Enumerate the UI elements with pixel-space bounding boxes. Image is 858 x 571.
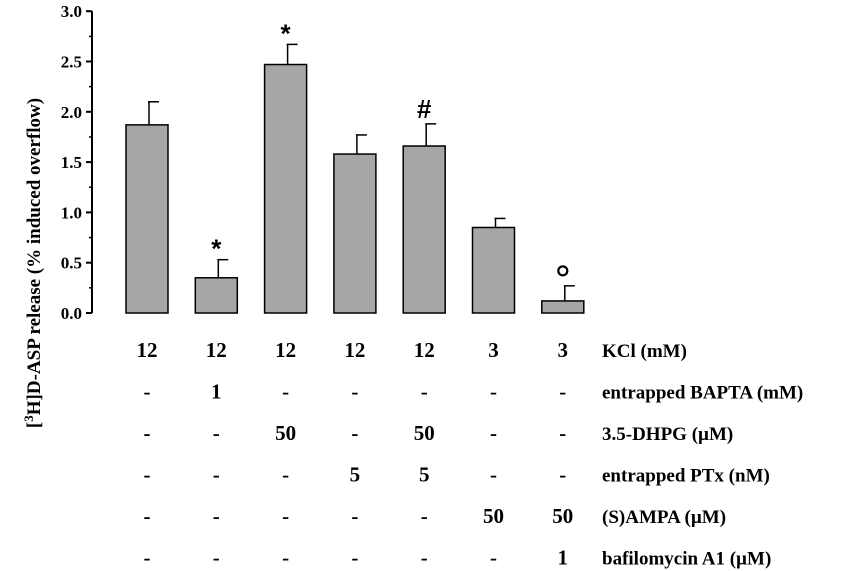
condition-cell: - <box>282 463 289 487</box>
condition-row-label: entrapped BAPTA (mM) <box>602 383 803 404</box>
bars <box>125 63 585 314</box>
bar <box>263 63 308 314</box>
condition-cell: - <box>421 504 428 528</box>
significance-marker: # <box>417 94 432 124</box>
condition-cell: - <box>559 380 566 404</box>
condition-cell: - <box>490 380 497 404</box>
condition-cell: - <box>282 504 289 528</box>
significance-circle-marker <box>557 265 569 277</box>
condition-cell: - <box>490 421 497 445</box>
condition-cell: - <box>351 421 358 445</box>
y-axis-label-superscript: 3 <box>21 415 36 422</box>
condition-row-label: KCl (mM) <box>602 341 687 362</box>
condition-cell: 12 <box>137 338 158 362</box>
condition-cell: - <box>559 463 566 487</box>
condition-cell: - <box>421 380 428 404</box>
condition-cell: - <box>213 546 220 570</box>
condition-cell: - <box>213 504 220 528</box>
condition-cell: 12 <box>275 338 296 362</box>
significance-marker: * <box>281 18 292 48</box>
significance-markers: * * # <box>211 18 569 277</box>
condition-table: 12 12 12 12 12 3 3 KCl (mM) - 1 - - - - - entrapped BAP… <box>137 338 804 570</box>
condition-row-label: 3.5-DHPG (µM) <box>602 424 733 445</box>
condition-cell: 3 <box>488 338 499 362</box>
condition-cell: 1 <box>211 380 222 404</box>
bar <box>541 300 585 314</box>
y-tick-label: 0.0 <box>61 304 82 323</box>
condition-cell: 3 <box>558 338 569 362</box>
y-tick-label: 1.5 <box>61 153 82 172</box>
condition-cell: - <box>490 546 497 570</box>
condition-cell: - <box>351 546 358 570</box>
condition-cell: - <box>213 463 220 487</box>
condition-row-label: (S)AMPA (µM) <box>602 507 726 528</box>
condition-cell: - <box>282 546 289 570</box>
y-tick-label: 3.0 <box>61 2 82 21</box>
condition-cell: 1 <box>558 546 569 570</box>
y-tick-label: 2.5 <box>61 53 82 72</box>
condition-cell: 50 <box>483 504 504 528</box>
y-tick-label: 1.0 <box>61 203 82 222</box>
y-axis-label-prefix: [ <box>24 422 45 428</box>
y-tick-label: 2.0 <box>61 103 82 122</box>
bar <box>471 226 516 314</box>
condition-cell: - <box>282 380 289 404</box>
condition-cell: 50 <box>414 421 435 445</box>
condition-cell: - <box>351 504 358 528</box>
y-axis-label-main: H]D-ASP release (% induced overflow) <box>24 98 45 415</box>
condition-cell: 5 <box>419 463 430 487</box>
condition-cell: - <box>351 380 358 404</box>
condition-row-label: bafilomycin A1 (µM) <box>602 549 771 570</box>
condition-cell: 5 <box>350 463 361 487</box>
bar <box>194 277 239 314</box>
condition-row-label: entrapped PTx (nM) <box>602 466 770 487</box>
condition-cell: 50 <box>275 421 296 445</box>
condition-cell: - <box>144 421 151 445</box>
bar <box>125 124 169 314</box>
condition-cell: 50 <box>552 504 573 528</box>
condition-cell: 12 <box>414 338 435 362</box>
condition-cell: - <box>559 421 566 445</box>
condition-cell: 12 <box>206 338 227 362</box>
bar <box>402 145 446 314</box>
condition-cell: 12 <box>344 338 365 362</box>
condition-cell: - <box>490 463 497 487</box>
y-tick-label: 0.5 <box>61 254 82 273</box>
condition-cell: - <box>144 463 151 487</box>
condition-cell: - <box>213 421 220 445</box>
y-axis: 0.0 0.5 1.0 1.5 2.0 2.5 3.0 <box>61 2 93 323</box>
bar <box>333 153 377 314</box>
significance-marker: * <box>211 234 222 264</box>
svg-text:[3H]D-ASP release (% induced o: [3H]D-ASP release (% induced overflow) <box>21 98 45 428</box>
condition-cell: - <box>421 546 428 570</box>
error-bars <box>148 43 575 301</box>
y-axis-label: [3H]D-ASP release (% induced overflow) <box>21 98 45 428</box>
condition-cell: - <box>144 504 151 528</box>
condition-cell: - <box>144 380 151 404</box>
condition-cell: - <box>144 546 151 570</box>
